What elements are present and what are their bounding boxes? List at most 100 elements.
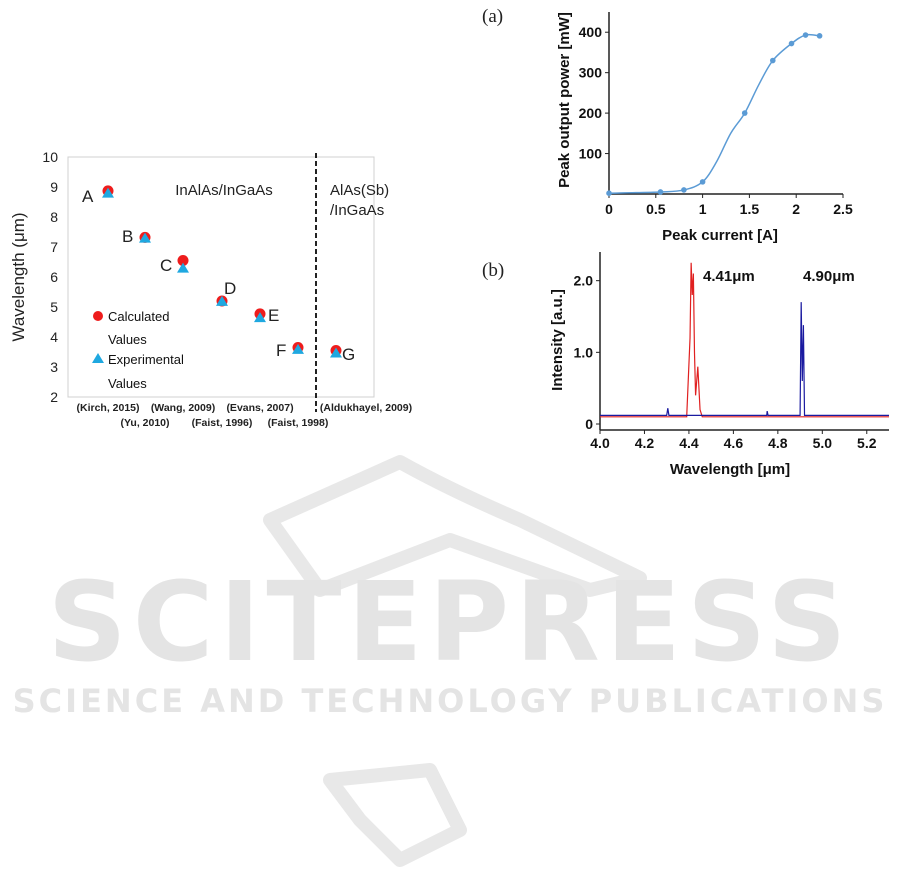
legend-calculated-marker bbox=[93, 311, 103, 321]
point-letter: E bbox=[268, 306, 279, 325]
x-tick-label: 4.8 bbox=[768, 435, 788, 451]
watermark-book-logo bbox=[263, 455, 647, 867]
watermark-brand-text: SCITEPRESS bbox=[47, 558, 852, 686]
experimental-point bbox=[177, 262, 189, 273]
x-tick-label: 0.5 bbox=[646, 201, 666, 217]
point-letter: D bbox=[224, 279, 236, 298]
y-axis-ticks: 100 200 300 400 bbox=[579, 24, 609, 162]
power-curve-markers bbox=[606, 32, 823, 196]
power-marker bbox=[802, 32, 809, 38]
calculated-point bbox=[177, 255, 189, 266]
experimental-point bbox=[330, 347, 342, 358]
region-label-inalas-ingaas: InAlAs/InGaAs bbox=[175, 182, 273, 199]
publisher-watermark: SCITEPRESS SCIENCE AND TECHNOLOGY PUBLIC… bbox=[13, 455, 888, 867]
x-tick-label: 4.2 bbox=[635, 435, 655, 451]
x-tick-label: 2 bbox=[792, 201, 800, 217]
power-marker bbox=[741, 110, 748, 116]
legend-experimental-label-2: Values bbox=[108, 376, 147, 391]
legend-calculated-label: Calculated bbox=[108, 309, 169, 324]
region-label-alassb: AlAs(Sb) bbox=[330, 182, 389, 199]
x-tick-label: 4.0 bbox=[590, 435, 610, 451]
experimental-point bbox=[292, 343, 304, 354]
watermark-tagline-text: SCIENCE AND TECHNOLOGY PUBLICATIONS bbox=[13, 682, 888, 720]
panel-label-a: (a) bbox=[482, 6, 503, 27]
x-tick-label: 1 bbox=[699, 201, 707, 217]
x-tick-label: 4.6 bbox=[724, 435, 744, 451]
y-tick-label: 2.0 bbox=[574, 273, 594, 289]
experimental-point bbox=[216, 295, 228, 306]
x-tick-label: 5.2 bbox=[857, 435, 877, 451]
legend-experimental-label: Experimental bbox=[108, 352, 184, 367]
point-letter: F bbox=[276, 341, 286, 360]
x-axis-reference-labels: (Kirch, 2015) (Yu, 2010) (Wang, 2009) (Fais… bbox=[76, 402, 412, 429]
x-tick-label: (Faist, 1998) bbox=[268, 417, 329, 429]
x-tick-label: 5.0 bbox=[813, 435, 833, 451]
power-marker bbox=[788, 40, 795, 47]
spectrum-lines bbox=[600, 262, 889, 418]
region-label-ingaas: /InGaAs bbox=[330, 202, 384, 219]
y-axis-label: Intensity [a.u.] bbox=[549, 289, 566, 391]
peak-label-4-41: 4.41μm bbox=[703, 268, 755, 285]
wavelength-comparison-chart: 2 3 4 5 6 7 8 9 10 Wavelength (μm) InAlAs/InGaAs… bbox=[9, 149, 412, 429]
emission-spectrum-chart: (b) 4.0 4.2 4.4 4.6 4.8 5.0 5.2 0 1.0 2.0 Wavele… bbox=[482, 252, 889, 478]
experimental-point bbox=[254, 312, 266, 323]
power-marker bbox=[699, 179, 706, 185]
power-marker bbox=[681, 187, 687, 193]
spectrum-line-red bbox=[600, 262, 889, 418]
power-marker bbox=[816, 33, 823, 39]
y-tick-label: 4 bbox=[50, 329, 58, 345]
peak-label-4-90: 4.90μm bbox=[803, 268, 855, 285]
power-marker bbox=[770, 57, 776, 64]
y-axis-label: Wavelength (μm) bbox=[9, 212, 28, 341]
y-tick-label: 2 bbox=[50, 389, 58, 405]
y-tick-label: 3 bbox=[50, 359, 58, 375]
y-tick-label: 8 bbox=[50, 209, 58, 225]
y-tick-label: 200 bbox=[579, 105, 603, 121]
x-axis-ticks: 4.0 4.2 4.4 4.6 4.8 5.0 5.2 bbox=[590, 430, 877, 451]
x-tick-label: 1.5 bbox=[740, 201, 760, 217]
point-letters: A B C D EF G bbox=[82, 187, 355, 364]
x-axis-label: Wavelength [μm] bbox=[670, 461, 790, 478]
power-marker bbox=[606, 190, 612, 196]
plot-area-frame bbox=[67, 156, 375, 398]
point-letter: A bbox=[82, 187, 94, 206]
point-letter: B bbox=[122, 227, 133, 246]
point-letter: C bbox=[160, 256, 172, 275]
x-tick-label: (Faist, 1996) bbox=[192, 417, 253, 429]
y-tick-label: 10 bbox=[42, 149, 58, 165]
x-tick-label: (Evans, 2007) bbox=[226, 402, 293, 414]
x-tick-label: 0 bbox=[605, 201, 613, 217]
x-tick-label: (Aldukhayel, 2009) bbox=[320, 402, 412, 414]
x-tick-label: (Yu, 2010) bbox=[120, 417, 169, 429]
power-curve bbox=[608, 33, 820, 194]
y-tick-label: 9 bbox=[50, 179, 58, 195]
y-tick-label: 400 bbox=[579, 24, 603, 40]
experimental-point bbox=[102, 187, 114, 198]
spectrum-line-blue bbox=[600, 302, 889, 416]
x-tick-label: 2.5 bbox=[833, 201, 853, 217]
legend: Calculated Values Experimental Values bbox=[92, 309, 184, 391]
point-letter: G bbox=[342, 345, 355, 364]
y-tick-label: 7 bbox=[50, 239, 58, 255]
panel-label-b: (b) bbox=[482, 260, 504, 281]
y-tick-label: 6 bbox=[50, 269, 58, 285]
y-axis-ticks: 0 1.0 2.0 bbox=[574, 273, 600, 432]
experimental-point bbox=[139, 232, 151, 243]
power-marker bbox=[657, 189, 664, 195]
x-tick-label: (Wang, 2009) bbox=[151, 402, 215, 414]
x-axis-ticks: 0 0.5 1 1.5 2 2.5 bbox=[605, 194, 853, 217]
legend-calculated-label-2: Values bbox=[108, 332, 147, 347]
y-axis-label: Peak output power [mW] bbox=[556, 12, 573, 188]
y-tick-label: 1.0 bbox=[574, 344, 594, 360]
x-tick-label: 4.4 bbox=[679, 435, 699, 451]
x-tick-label: (Kirch, 2015) bbox=[76, 402, 139, 414]
power-current-chart: (a) 0 0.5 1 1.5 2 2.5 100 200 300 400 Peak curre… bbox=[482, 6, 853, 244]
y-tick-label: 5 bbox=[50, 299, 58, 315]
legend-experimental-marker bbox=[92, 353, 104, 363]
y-tick-label: 100 bbox=[579, 146, 603, 162]
x-axis-label: Peak current [A] bbox=[662, 227, 778, 244]
y-tick-label: 0 bbox=[585, 416, 593, 432]
y-axis-ticks: 2 3 4 5 6 7 8 9 10 bbox=[42, 149, 58, 405]
y-tick-label: 300 bbox=[579, 65, 603, 81]
